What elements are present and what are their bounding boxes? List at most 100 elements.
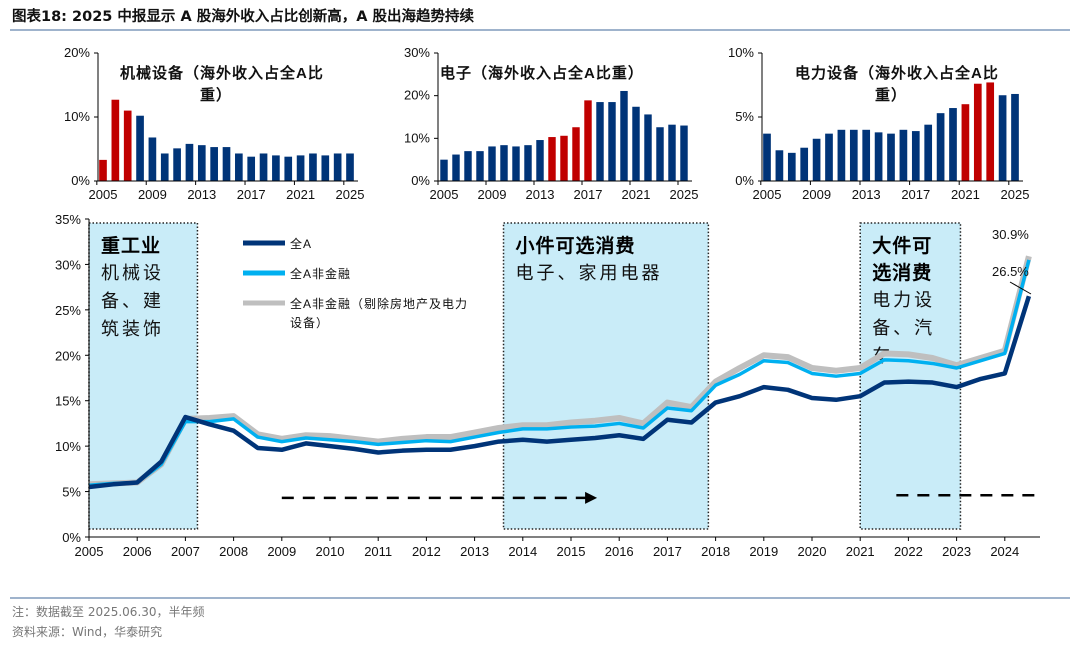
bar-2025: [1011, 93, 1019, 181]
x-tick-label: 2024: [990, 544, 1019, 559]
bar-2017: [584, 100, 592, 181]
y-tick-label: 10%: [55, 439, 81, 454]
y-tick-label: 15%: [55, 394, 81, 409]
region-heading: 选消费: [872, 261, 932, 284]
source-note: 资料来源：Wind，华泰研究: [12, 625, 163, 639]
x-tick-label: 2014: [508, 544, 537, 559]
highlight-region: [502, 222, 710, 530]
bar-2024: [333, 153, 342, 181]
legend-label: 全A: [290, 236, 312, 251]
x-tick-label: 2013: [460, 544, 489, 559]
annotation-label: 26.5%: [992, 264, 1029, 279]
x-tick-label: 2015: [557, 544, 586, 559]
y-tick-label: 20%: [404, 88, 430, 103]
bar-2008: [476, 151, 484, 181]
region-heading: 重工业: [101, 235, 161, 257]
bar-2013: [536, 140, 544, 181]
x-tick-label: 2006: [123, 544, 152, 559]
bar-2013: [197, 145, 206, 181]
region-text: 备、汽: [872, 318, 935, 338]
chart-title: 电子（海外收入占全A比重）: [440, 64, 644, 82]
x-tick-label: 2017: [901, 187, 930, 202]
x-tick-label: 2005: [89, 187, 118, 202]
annotation-label: 30.9%: [992, 227, 1029, 242]
x-tick-label: 2021: [286, 187, 315, 202]
region-text: 筑装饰: [101, 319, 164, 339]
y-tick-label: 30%: [404, 45, 430, 60]
bar-2021: [632, 106, 640, 181]
series-line-全A非金融: [88, 259, 1031, 487]
bar-2020: [949, 108, 957, 181]
bar-2021: [296, 155, 305, 181]
footer-divider: [10, 597, 1070, 599]
y-tick-label: 0%: [735, 173, 754, 188]
x-tick-label: 2022: [894, 544, 923, 559]
legend-label: 设备）: [290, 316, 329, 330]
bar-2021: [961, 104, 970, 181]
y-tick-label: 0%: [71, 173, 90, 188]
y-tick-label: 5%: [735, 109, 754, 124]
bar-2007: [464, 151, 472, 181]
y-tick-label: 5%: [62, 485, 81, 500]
arrowhead-icon: [585, 491, 598, 504]
y-tick-label: 10%: [728, 45, 754, 60]
x-tick-label: 2021: [951, 187, 980, 202]
x-tick-label: 2021: [622, 187, 651, 202]
bar-2016: [572, 127, 580, 181]
x-tick-label: 2013: [852, 187, 881, 202]
x-tick-label: 2025: [1001, 187, 1030, 202]
bar-2019: [272, 155, 280, 181]
bar-2006: [452, 154, 460, 181]
bar-2018: [259, 153, 268, 181]
y-tick-label: 35%: [55, 212, 81, 227]
x-tick-label: 2009: [802, 187, 831, 202]
bar-2007: [787, 152, 796, 181]
bar-2016: [899, 129, 908, 181]
region-text: 机械设: [101, 263, 164, 283]
bar-2011: [173, 148, 181, 181]
series-line-全A: [88, 295, 1032, 490]
bar-2005: [763, 133, 771, 181]
x-tick-label: 2017: [574, 187, 603, 202]
region-text: 备、建: [101, 291, 164, 311]
region-heading: 小件可选消费: [516, 234, 636, 257]
bar-2011: [512, 146, 520, 181]
bar-2014: [874, 132, 883, 181]
x-tick-label: 2012: [412, 544, 441, 559]
x-tick-label: 2025: [336, 187, 365, 202]
y-tick-label: 10%: [404, 130, 430, 145]
chart-title: 重）: [875, 86, 907, 104]
bar-2011: [837, 129, 846, 181]
x-tick-label: 2008: [219, 544, 248, 559]
region-text: 电力设: [872, 290, 935, 310]
x-tick-label: 2013: [526, 187, 555, 202]
bar-2017: [247, 156, 256, 181]
x-tick-label: 2025: [670, 187, 699, 202]
chart-title: 机械设备（海外收入占全A比: [120, 64, 324, 82]
bar-2025: [346, 153, 354, 181]
bar-2017: [911, 131, 920, 181]
bar-2018: [924, 124, 933, 181]
figure-title: 图表18: 2025 中报显示 A 股海外收入占比创新高，A 股出海趋势持续: [12, 9, 475, 25]
x-tick-label: 2005: [75, 544, 104, 559]
x-tick-label: 2005: [430, 187, 459, 202]
bar-2024: [668, 124, 676, 181]
bar-2019: [608, 102, 616, 181]
x-tick-label: 2007: [171, 544, 200, 559]
bar-2008: [800, 147, 809, 181]
bar-2006: [775, 150, 784, 181]
bar-2022: [973, 83, 982, 181]
bar-2010: [500, 145, 508, 181]
y-tick-label: 20%: [55, 348, 81, 363]
bar-2012: [524, 145, 532, 181]
bar-2020: [620, 90, 628, 181]
x-tick-label: 2017: [237, 187, 266, 202]
chart-title: 电力设备（海外收入占全A比: [795, 64, 999, 82]
x-tick-label: 2009: [267, 544, 296, 559]
bar-2007: [123, 110, 132, 181]
chart-title: 重）: [200, 86, 232, 104]
footnote: 注：数据截至 2025.06.30，半年频: [12, 605, 205, 619]
bar-2005: [440, 159, 448, 181]
series-line-全A非金融（剔除房地产及电力设备）: [88, 255, 1032, 488]
